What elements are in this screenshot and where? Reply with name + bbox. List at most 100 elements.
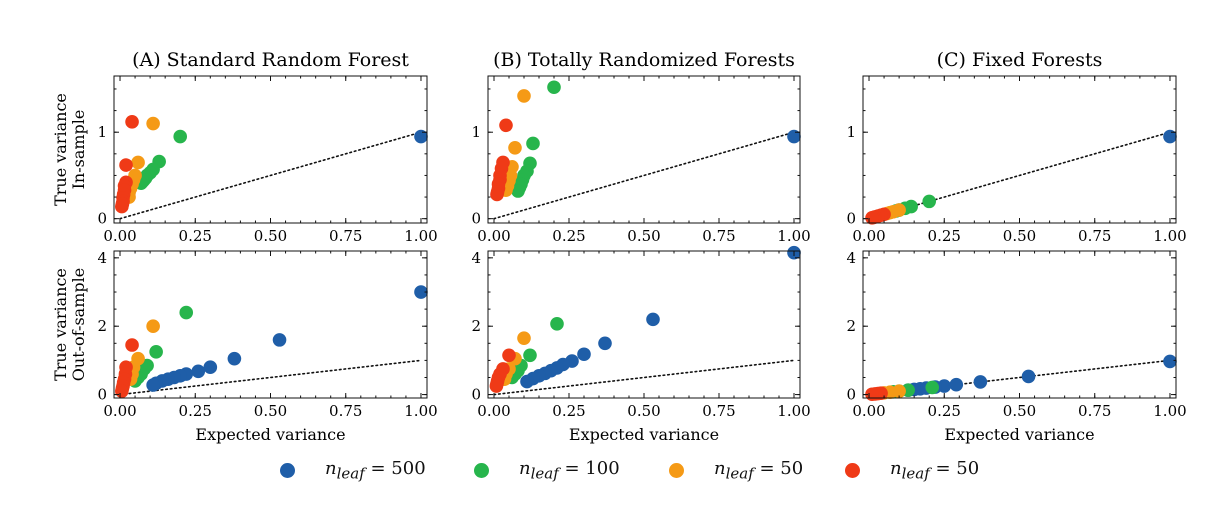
data-point [517,89,531,103]
y-tick-label: 0 [846,210,856,228]
panel-title: (C) Fixed Forests [937,49,1103,71]
series-3 [490,118,513,202]
panel-A-top: 0.00 0.25 0.50 0.75 1.00 0 1 (A) Standard Rando… [51,49,438,245]
y-tick-label: 0 [97,210,107,228]
panel-A-bottom: 0.00 0.25 0.50 0.75 1.00 0 2 4 Expected variance… [51,249,438,444]
reference-line [119,359,422,396]
y-tick-label: 4 [846,249,856,267]
data-point [490,187,504,202]
data-point [125,115,139,129]
reference-line [493,131,795,220]
data-point [131,155,145,170]
data-point [146,378,160,392]
x-tick-label: 1.00 [404,227,437,245]
legend-marker [669,462,684,478]
series-2 [499,89,531,197]
x-tick-label: 0.75 [702,402,735,420]
series-3 [865,207,891,225]
legend-marker [845,462,860,478]
data-point [925,380,940,395]
data-point [119,158,133,172]
data-point [191,364,206,379]
data-point [517,331,531,345]
y-tick-label: 2 [471,317,481,335]
data-point [227,351,242,366]
data-point [973,375,988,389]
series-0 [414,129,428,144]
data-point [1163,129,1177,144]
x-tick-label: 0.75 [329,402,362,420]
y-tick-label: 0 [97,386,107,404]
y-axis-label: True variance [51,93,70,206]
y-tick-label: 4 [471,249,481,267]
series-3 [115,338,139,398]
x-tick-label: 0.50 [1003,227,1036,245]
series-0 [787,129,801,144]
data-point [414,285,428,299]
x-tick-label: 1.00 [404,402,437,420]
series-0 [1163,129,1177,144]
data-point [550,317,564,331]
series-0 [146,285,428,392]
y-axis-label: Out-of-sample [69,268,88,381]
x-tick-label: 0.75 [1078,227,1111,245]
x-tick-label: 0.75 [702,227,735,245]
data-point [146,319,160,334]
legend-marker [474,462,489,478]
x-tick-label: 0.25 [552,227,585,245]
data-point [922,194,937,209]
x-tick-label: 0.75 [1078,402,1111,420]
reference-line [868,131,1171,220]
data-point [115,384,129,398]
data-point [520,374,534,389]
panel-C-bottom: 0.00 0.25 0.50 0.75 1.00 0 2 4 Expected variance [846,249,1186,444]
series-3 [489,348,516,393]
x-tick-label: 0.50 [254,402,287,420]
y-tick-label: 2 [97,317,107,335]
data-point [577,347,591,362]
series-0 [520,245,801,389]
y-tick-label: 0 [471,210,481,228]
data-point [489,379,504,393]
x-tick-label: 0.25 [179,402,212,420]
data-point [414,129,428,144]
x-tick-label: 0.00 [852,227,885,245]
y-tick-label: 1 [846,123,856,141]
y-tick-label: 0 [471,386,481,404]
x-tick-label: 1.00 [1153,227,1186,245]
y-tick-label: 1 [471,123,481,141]
data-point [173,129,188,144]
series-1 [511,80,561,198]
y-axis-label: True variance [51,268,70,381]
y-tick-label: 1 [97,123,107,141]
data-point [646,312,660,327]
data-point [272,333,287,347]
panel-C-top: 0.00 0.25 0.50 0.75 1.00 0 1 (C) Fixed Forests [846,49,1186,245]
legend-label: nleaf = 100 [519,457,620,483]
x-tick-label: 0.75 [329,227,362,245]
data-point [125,338,139,352]
x-tick-label: 1.00 [777,402,810,420]
series-3 [115,115,139,214]
legend-label: nleaf = 50 [714,457,804,483]
reference-line [493,359,795,396]
x-tick-label: 0.00 [477,402,510,420]
legend-label: nleaf = 50 [890,457,980,483]
data-point [787,129,801,144]
legend-item-n500: nleaf = 500 [280,446,426,494]
x-tick-label: 0.25 [552,402,585,420]
data-point [598,336,612,351]
data-point [526,136,540,151]
data-point [499,118,513,133]
x-tick-label: 0.50 [627,402,660,420]
data-point [502,348,516,363]
legend-item-n50-orange: nleaf = 50 [669,446,803,494]
x-axis-label: Expected variance [195,425,345,444]
data-point [949,377,964,392]
reference-line [119,131,422,220]
panel-title: (A) Standard Random Forest [132,49,409,71]
legend-label: nleaf = 500 [325,457,426,483]
data-point [115,199,129,214]
x-tick-label: 0.50 [627,227,660,245]
